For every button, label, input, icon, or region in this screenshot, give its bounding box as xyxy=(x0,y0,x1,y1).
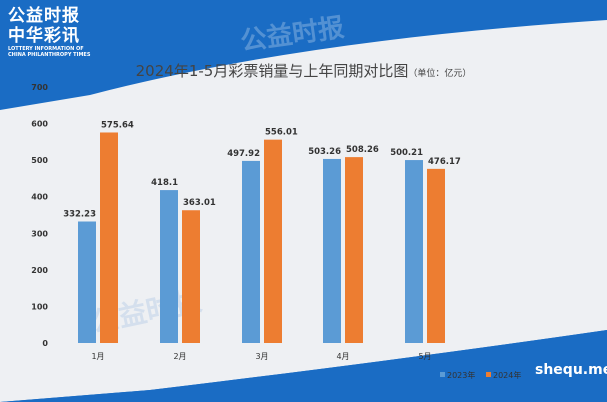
x-tick-label: 5月 xyxy=(418,352,431,361)
bar-2023年 xyxy=(78,221,96,343)
data-label: 363.01 xyxy=(183,198,216,208)
data-label: 476.17 xyxy=(428,157,461,167)
bar-2024年 xyxy=(264,139,282,343)
logo-line2: 中华彩讯 xyxy=(8,26,80,46)
y-tick-label: 500 xyxy=(31,156,48,165)
legend-swatch xyxy=(440,372,445,377)
legend-label: 2024年 xyxy=(493,370,521,380)
data-label: 503.26 xyxy=(308,147,341,157)
unit-text: （单位：亿元） xyxy=(408,69,472,79)
x-tick-label: 3月 xyxy=(255,352,268,361)
data-label: 418.1 xyxy=(151,178,178,188)
site-watermark: shequ.me xyxy=(535,362,607,378)
logo-sub1: LOTTERY INFORMATION OF xyxy=(8,46,84,52)
bar-2024年 xyxy=(182,210,200,343)
y-tick-label: 700 xyxy=(31,83,48,92)
bar-2023年 xyxy=(160,190,178,343)
y-tick-label: 100 xyxy=(31,302,48,311)
bar-2023年 xyxy=(323,158,341,343)
bar-2024年 xyxy=(345,157,363,343)
y-tick-label: 0 xyxy=(42,339,48,348)
bar-2024年 xyxy=(100,132,118,343)
logo-line1: 公益时报 xyxy=(8,6,80,26)
y-tick-label: 200 xyxy=(31,266,48,275)
data-label: 508.26 xyxy=(346,145,379,155)
bar-2023年 xyxy=(242,160,260,343)
x-tick-label: 4月 xyxy=(336,352,349,361)
bar-2024年 xyxy=(427,168,445,343)
data-label: 575.64 xyxy=(101,120,134,130)
y-tick-label: 300 xyxy=(31,229,48,238)
bar-2023年 xyxy=(405,160,423,343)
y-tick-label: 400 xyxy=(31,193,48,202)
logo: 公益时报 中华彩讯 LOTTERY INFORMATION OF CHINA P… xyxy=(8,6,90,58)
legend-label: 2023年 xyxy=(447,370,475,380)
y-tick-label: 600 xyxy=(31,120,48,129)
data-label: 332.23 xyxy=(63,209,96,219)
data-label: 500.21 xyxy=(390,148,423,158)
x-tick-label: 1月 xyxy=(91,352,104,361)
logo-sub2: CHINA PHILANTHROPY TIMES xyxy=(8,52,91,58)
title-text: 2024年1-5月彩票销量与上年同期对比图 xyxy=(135,62,409,80)
chart-title: 2024年1-5月彩票销量与上年同期对比图（单位：亿元） xyxy=(0,60,607,81)
legend-swatch xyxy=(486,372,491,377)
x-tick-label: 2月 xyxy=(173,352,186,361)
data-label: 497.92 xyxy=(227,149,260,159)
data-label: 556.01 xyxy=(265,128,298,138)
